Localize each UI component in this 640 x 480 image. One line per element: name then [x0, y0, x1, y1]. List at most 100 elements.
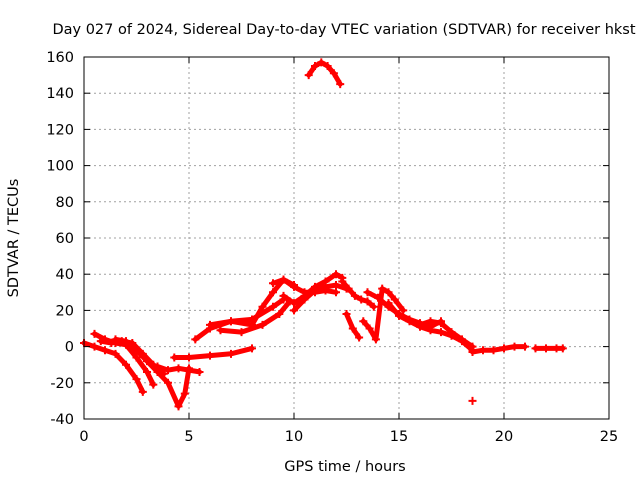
data-point	[437, 319, 445, 328]
y-tick-label: 40	[56, 267, 74, 283]
x-tick-label: 5	[184, 429, 193, 445]
data-point	[348, 324, 357, 333]
data-point	[275, 310, 284, 319]
data-point	[363, 297, 372, 306]
data-point	[468, 396, 477, 405]
data-point	[344, 284, 353, 293]
data-point	[122, 337, 130, 346]
data-point	[290, 306, 298, 315]
data-point	[149, 380, 158, 389]
data-point	[447, 328, 456, 337]
data-point	[227, 317, 235, 326]
data-point	[399, 306, 408, 315]
data-point	[311, 62, 319, 71]
x-tick-label: 20	[495, 429, 513, 445]
data-point	[269, 302, 277, 311]
data-point	[489, 346, 498, 355]
data-point	[258, 320, 267, 329]
data-point	[132, 375, 141, 384]
data-point	[101, 346, 109, 355]
data-point	[206, 320, 214, 329]
data-point	[90, 342, 99, 351]
data-point	[384, 288, 393, 297]
data-point	[122, 360, 130, 369]
data-point	[237, 328, 246, 337]
data-point	[416, 320, 424, 329]
data-point	[132, 353, 141, 362]
data-point	[390, 295, 399, 304]
data-point	[111, 349, 120, 358]
data-point	[170, 353, 179, 362]
y-tick-label: 120	[46, 122, 74, 138]
data-point	[369, 302, 378, 311]
x-tick-label: 15	[390, 429, 408, 445]
data-point	[332, 281, 340, 290]
data-point	[248, 344, 256, 353]
data-point	[437, 328, 445, 337]
data-point	[426, 317, 435, 326]
y-tick-label: 0	[65, 340, 74, 356]
data-point	[338, 277, 347, 286]
data-point	[378, 284, 387, 293]
data-point	[164, 366, 172, 375]
y-tick-label: 20	[56, 303, 74, 319]
data-point	[384, 299, 393, 308]
data-point	[426, 326, 435, 335]
data-point	[510, 342, 519, 351]
data-point	[479, 346, 487, 355]
data-point	[216, 326, 225, 335]
data-point	[96, 337, 105, 346]
y-tick-label: 140	[46, 86, 74, 102]
data-point	[342, 310, 351, 319]
data-point	[321, 282, 330, 291]
data-point	[132, 346, 141, 355]
data-point	[227, 349, 235, 358]
data-point	[279, 275, 288, 284]
data-point	[304, 71, 313, 80]
data-point	[500, 344, 508, 353]
data-point	[332, 288, 340, 297]
series-track-track-g	[192, 297, 286, 342]
x-tick-label: 10	[285, 429, 303, 445]
data-point	[300, 295, 309, 304]
data-point	[359, 317, 368, 326]
data-point	[350, 291, 359, 300]
data-point	[206, 351, 214, 360]
data-point	[405, 317, 414, 326]
data-point	[164, 378, 172, 387]
data-point	[374, 293, 382, 302]
data-point	[143, 357, 151, 366]
data-point	[332, 270, 340, 279]
data-point	[185, 353, 193, 362]
data-point	[542, 344, 550, 353]
data-point	[269, 288, 277, 297]
data-point	[355, 333, 364, 342]
data-point	[90, 329, 99, 338]
data-point	[395, 311, 403, 320]
data-point	[195, 367, 204, 376]
data-point	[329, 69, 338, 78]
data-points	[80, 58, 567, 411]
x-tick-label: 25	[600, 429, 618, 445]
data-point	[185, 366, 193, 375]
series-track-track-m	[306, 59, 343, 87]
data-point	[107, 338, 116, 347]
data-point	[180, 389, 189, 398]
data-point	[521, 342, 529, 351]
y-tick-label: 100	[46, 159, 74, 175]
data-point	[531, 344, 540, 353]
y-tick-label: 80	[56, 195, 74, 211]
data-point	[323, 62, 332, 71]
data-point	[290, 282, 298, 291]
data-point	[336, 80, 345, 89]
data-point	[558, 344, 567, 353]
y-tick-label: 160	[46, 50, 74, 66]
data-point	[269, 279, 277, 288]
data-point	[371, 335, 380, 344]
y-tick-label: -20	[50, 376, 74, 392]
data-point	[311, 286, 319, 295]
data-point	[191, 335, 200, 344]
data-point	[174, 364, 183, 373]
